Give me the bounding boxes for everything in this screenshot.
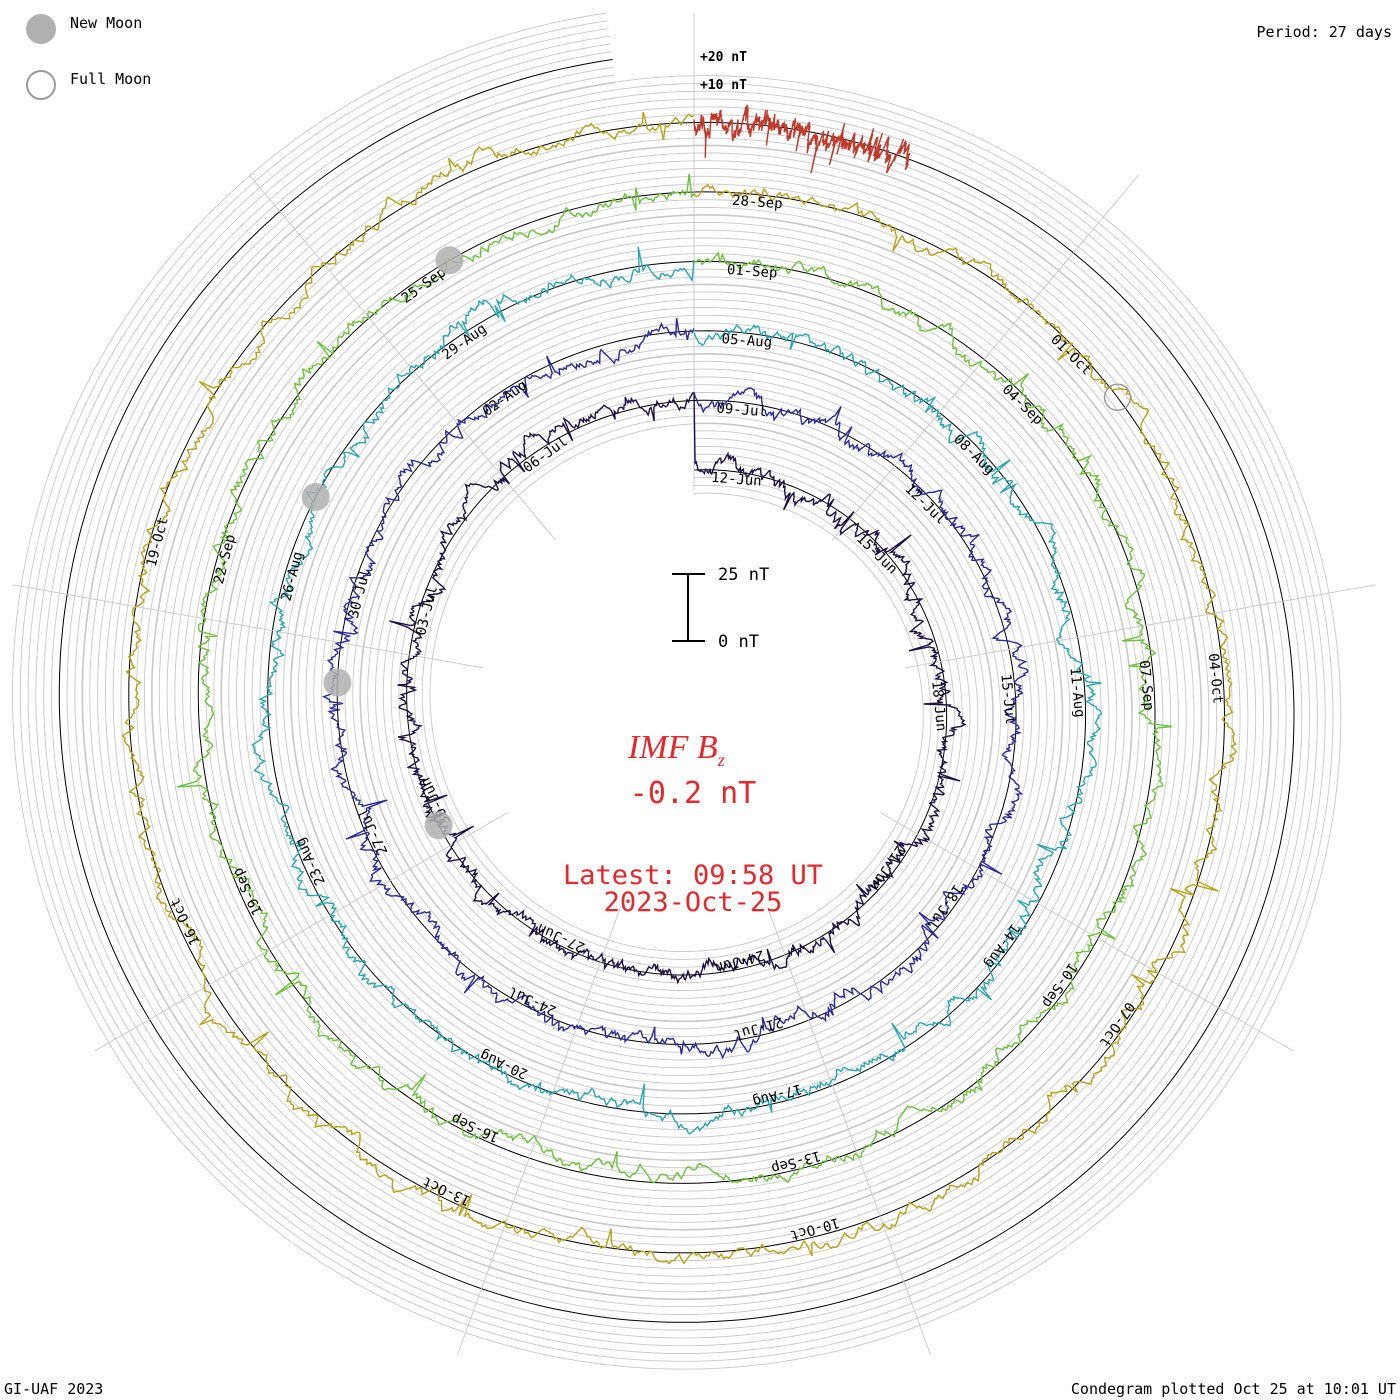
day-spoke bbox=[905, 584, 1376, 669]
new-moon-marker bbox=[435, 246, 464, 275]
date-label: 04-Oct bbox=[1205, 653, 1226, 705]
date-label: 21-Jun bbox=[866, 842, 908, 893]
grid-spiral bbox=[51, 51, 1303, 1331]
day-spoke bbox=[94, 812, 509, 1052]
series-25-Oct bbox=[693, 104, 911, 174]
new-moon-label: New Moon bbox=[70, 14, 143, 32]
date-label: 05-Aug bbox=[721, 331, 773, 351]
date-label: 07-Sep bbox=[1136, 660, 1157, 712]
full-moon-marker bbox=[1103, 383, 1132, 412]
scale-bar-bottom-label: 0 nT bbox=[718, 632, 759, 652]
center-readout: IMF Bz -0.2 nT Latest: 09:58 UT 2023-Oct… bbox=[563, 729, 823, 918]
date-label: 01-Sep bbox=[726, 262, 778, 282]
date-labels: 12-Jun15-Jun18-Jun21-Jun24-Jun27-Jun30-J… bbox=[144, 193, 1226, 1244]
grid-spiral bbox=[35, 35, 1318, 1347]
series-01-Sep bbox=[176, 173, 1173, 1184]
grid-spiral bbox=[43, 43, 1311, 1339]
date-label: 26-Aug bbox=[278, 550, 306, 603]
period-label: Period: 27 days bbox=[1256, 23, 1392, 41]
series-12-Jun bbox=[389, 392, 967, 985]
center-title-subscript: z bbox=[717, 750, 725, 770]
date-label: 13-Oct bbox=[420, 1173, 473, 1208]
date-label: 13-Sep bbox=[769, 1147, 822, 1176]
date-label: 16-Oct bbox=[167, 895, 203, 948]
grid-spiral bbox=[66, 66, 1287, 1315]
scale-label-10nt: +10 nT bbox=[700, 78, 747, 93]
grid-spiral bbox=[74, 74, 1279, 1308]
date-label: 15-Jul bbox=[997, 673, 1018, 725]
date-label: 20-Aug bbox=[478, 1046, 531, 1081]
date-label: 19-Sep bbox=[230, 865, 266, 918]
latest-time: Latest: 09:58 UT bbox=[563, 860, 823, 891]
grid-spiral bbox=[27, 28, 1326, 1354]
day-spoke bbox=[456, 906, 621, 1356]
center-title: IMF Bz bbox=[627, 729, 725, 770]
date-label: 19-Oct bbox=[144, 516, 172, 569]
scale-bar-top-label: 25 nT bbox=[718, 565, 769, 585]
date-label: 18-Jun bbox=[928, 680, 949, 732]
date-label: 28-Sep bbox=[732, 193, 784, 213]
date-label: 11-Aug bbox=[1066, 666, 1087, 718]
date-label: 16-Sep bbox=[449, 1110, 502, 1145]
plotted-label: Condegram plotted Oct 25 at 10:01 UT bbox=[1070, 1380, 1396, 1398]
center-value: -0.2 nT bbox=[630, 776, 756, 811]
moon-markers bbox=[301, 246, 1132, 840]
date-label: 02-Aug bbox=[480, 377, 530, 420]
series-28-Sep bbox=[121, 111, 1238, 1265]
latest-date: 2023-Oct-25 bbox=[604, 887, 783, 918]
new-moon-icon bbox=[26, 14, 56, 44]
grid-spiral bbox=[12, 12, 1342, 1370]
day-spoke bbox=[767, 906, 932, 1356]
full-moon-icon bbox=[26, 70, 56, 100]
day-spoke bbox=[12, 584, 483, 669]
grid-spiral bbox=[82, 82, 1272, 1300]
new-moon-marker bbox=[424, 811, 453, 840]
date-label: 12-Jun bbox=[711, 470, 763, 490]
grid-spiral bbox=[19, 20, 1334, 1362]
new-moon-marker bbox=[323, 668, 352, 697]
scale-bar: 25 nT 0 nT bbox=[672, 565, 769, 652]
date-label: 22-Sep bbox=[211, 533, 239, 586]
date-label: 27-Jun bbox=[535, 920, 588, 955]
date-label: 10-Oct bbox=[788, 1214, 841, 1243]
credit-label: GI-UAF 2023 bbox=[4, 1380, 104, 1398]
day-spoke bbox=[831, 174, 1140, 541]
center-title-main: IMF B bbox=[627, 729, 718, 766]
date-label: 24-Jul bbox=[506, 983, 559, 1018]
scale-label-20nt: +20 nT bbox=[700, 50, 747, 65]
full-moon-label: Full Moon bbox=[70, 70, 152, 88]
date-label: 09-Jul bbox=[716, 401, 768, 421]
new-moon-marker bbox=[301, 483, 330, 511]
day-spoke bbox=[879, 812, 1294, 1052]
date-label: 17-Aug bbox=[751, 1080, 804, 1109]
date-label: 24-Jun bbox=[713, 946, 766, 975]
series-09-Jul bbox=[321, 317, 1029, 1060]
